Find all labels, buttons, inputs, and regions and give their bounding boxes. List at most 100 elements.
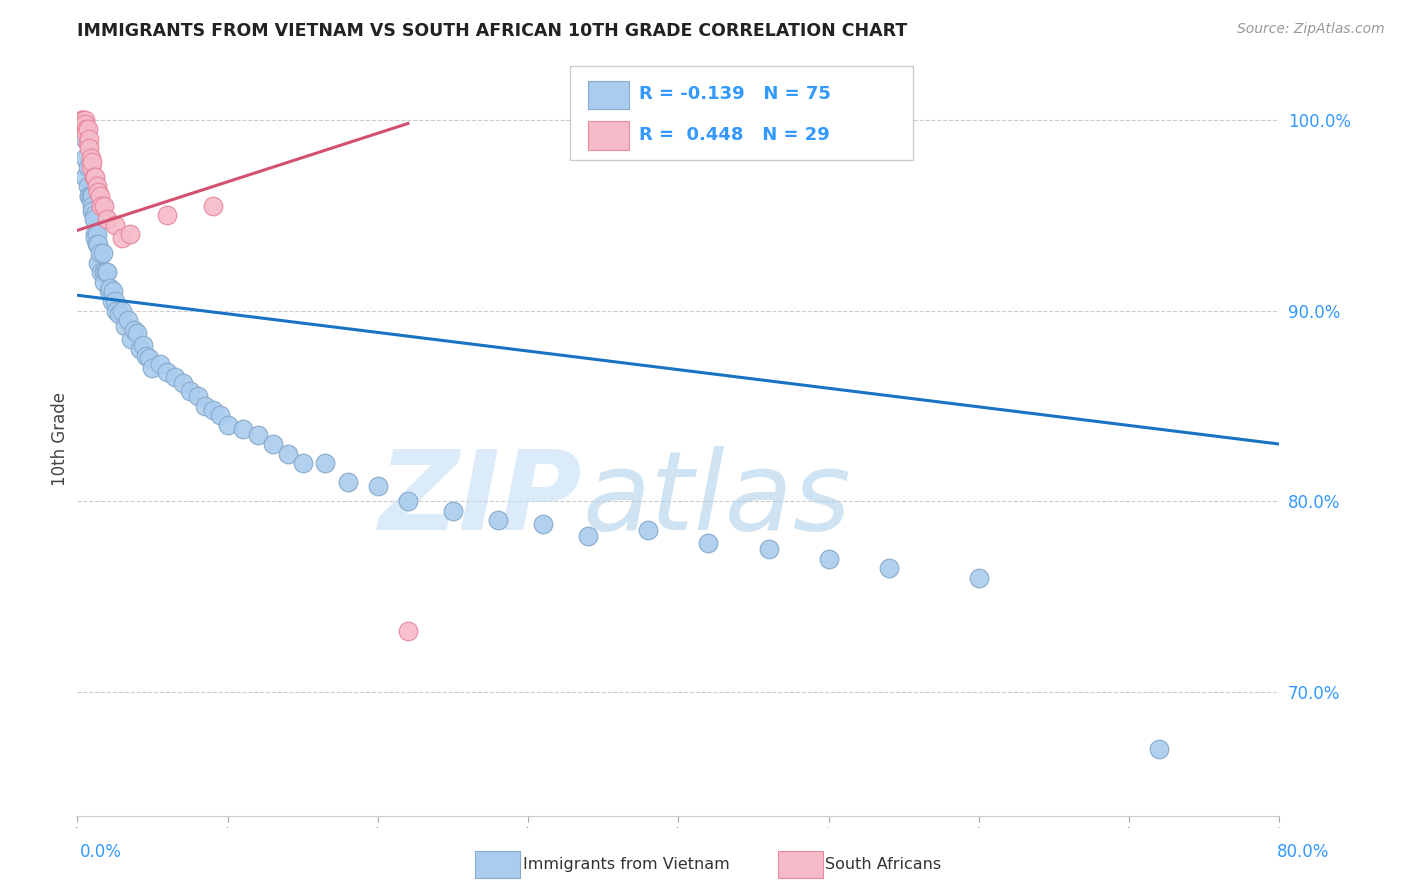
- Point: [163, 370, 186, 384]
- Point: [84, 227, 107, 242]
- Point: [120, 332, 142, 346]
- Point: [87, 236, 110, 251]
- Point: [75, 122, 97, 136]
- Point: [124, 322, 146, 336]
- Point: [100, 280, 122, 294]
- Point: [70, 112, 93, 127]
- Point: [111, 231, 134, 245]
- Text: South Africans: South Africans: [825, 857, 942, 871]
- Point: [80, 161, 103, 175]
- Point: [114, 318, 136, 333]
- Point: [73, 132, 96, 146]
- Point: [91, 246, 114, 260]
- Point: [73, 112, 96, 127]
- Point: [80, 151, 103, 165]
- Point: [84, 231, 107, 245]
- Point: [172, 376, 194, 390]
- Point: [89, 246, 111, 260]
- Text: Immigrants from Vietnam: Immigrants from Vietnam: [523, 857, 730, 871]
- FancyBboxPatch shape: [571, 66, 912, 161]
- Point: [141, 360, 163, 375]
- Point: [111, 303, 134, 318]
- Point: [108, 307, 131, 321]
- Point: [246, 427, 269, 442]
- FancyBboxPatch shape: [588, 121, 628, 150]
- Point: [72, 116, 94, 130]
- Point: [93, 275, 115, 289]
- Point: [877, 561, 900, 575]
- Y-axis label: 10th Grade: 10th Grade: [51, 392, 69, 486]
- Point: [103, 285, 125, 299]
- Text: IMMIGRANTS FROM VIETNAM VS SOUTH AFRICAN 10TH GRADE CORRELATION CHART: IMMIGRANTS FROM VIETNAM VS SOUTH AFRICAN…: [77, 22, 908, 40]
- Point: [194, 399, 217, 413]
- Point: [82, 189, 104, 203]
- Point: [187, 389, 209, 403]
- Point: [73, 151, 96, 165]
- Point: [132, 338, 155, 352]
- Point: [149, 357, 172, 371]
- Point: [104, 293, 127, 308]
- Point: [217, 417, 239, 432]
- Point: [76, 122, 98, 136]
- Point: [90, 265, 112, 279]
- Point: [86, 179, 108, 194]
- Point: [201, 198, 224, 212]
- Point: [83, 211, 105, 226]
- Point: [105, 303, 128, 318]
- Point: [262, 437, 284, 451]
- Point: [531, 517, 554, 532]
- Point: [72, 112, 94, 127]
- Point: [80, 193, 103, 207]
- Point: [76, 136, 98, 150]
- Point: [127, 326, 149, 341]
- Point: [79, 141, 101, 155]
- Point: [76, 161, 98, 175]
- Point: [80, 189, 103, 203]
- Point: [156, 365, 179, 379]
- Point: [367, 479, 389, 493]
- Point: [232, 422, 254, 436]
- Point: [1149, 742, 1171, 756]
- Point: [84, 169, 107, 184]
- Point: [314, 456, 336, 470]
- Point: [817, 551, 839, 566]
- Text: atlas: atlas: [582, 446, 851, 553]
- Text: ZIP: ZIP: [378, 446, 582, 553]
- Point: [138, 351, 160, 366]
- Point: [336, 475, 359, 490]
- Point: [82, 198, 104, 212]
- Point: [117, 313, 139, 327]
- Point: [101, 293, 124, 308]
- Point: [758, 542, 780, 557]
- Point: [118, 227, 141, 242]
- Point: [441, 504, 464, 518]
- Text: 0.0%: 0.0%: [80, 843, 122, 861]
- Point: [104, 218, 127, 232]
- Point: [93, 265, 115, 279]
- Point: [82, 154, 104, 169]
- Point: [129, 342, 152, 356]
- Point: [291, 456, 314, 470]
- Text: R =  0.448   N = 29: R = 0.448 N = 29: [638, 126, 830, 144]
- Point: [697, 536, 720, 550]
- Point: [73, 116, 96, 130]
- Point: [96, 211, 118, 226]
- Point: [156, 208, 179, 222]
- Point: [93, 198, 115, 212]
- Point: [75, 126, 97, 140]
- Point: [967, 571, 990, 585]
- Point: [82, 204, 104, 219]
- Point: [201, 402, 224, 417]
- Text: Source: ZipAtlas.com: Source: ZipAtlas.com: [1237, 22, 1385, 37]
- Point: [86, 236, 108, 251]
- Point: [94, 265, 117, 279]
- Text: 80.0%: 80.0%: [1277, 843, 1329, 861]
- Point: [637, 523, 659, 537]
- Point: [76, 179, 98, 194]
- Point: [179, 384, 201, 398]
- Point: [73, 169, 96, 184]
- Point: [396, 494, 419, 508]
- Point: [79, 132, 101, 146]
- Point: [79, 189, 101, 203]
- Point: [576, 529, 599, 543]
